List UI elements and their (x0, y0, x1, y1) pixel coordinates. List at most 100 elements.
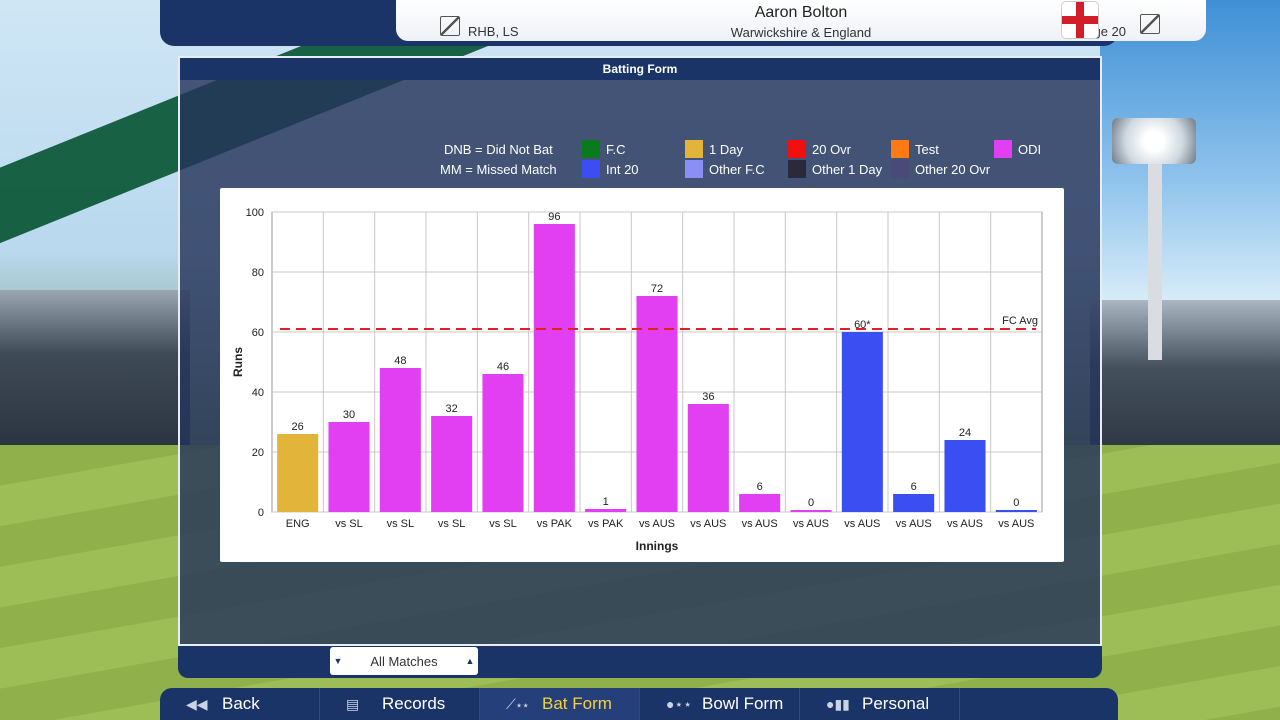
legend-label: Int 20 (606, 161, 639, 177)
background-stand-left (0, 290, 190, 450)
chart-bar (790, 510, 832, 512)
legend-item-int20: Int 20 (582, 160, 639, 178)
chart-legend: DNB = Did Not Bat MM = Missed Match F.C … (180, 138, 1104, 188)
chevron-up-icon[interactable]: ▲ (465, 656, 475, 666)
legend-label: ODI (1018, 141, 1042, 157)
legend-item-20ovr: 20 Ovr (788, 140, 851, 158)
bar-value-label: 72 (651, 283, 663, 295)
bar-value-label: 26 (292, 421, 304, 433)
legend-note-mm: MM = Missed Match (440, 162, 557, 177)
bar-value-label: 1 (603, 496, 609, 508)
legend-item-other-fc: Other F.C (685, 160, 765, 178)
legend-swatch (788, 140, 806, 158)
y-tick-label: 80 (252, 267, 264, 279)
x-tick-label: vs SL (438, 518, 466, 530)
bar-value-label: 96 (548, 211, 560, 223)
bar-value-label: 0 (808, 497, 814, 509)
header-bar: RHB, LS Aaron Bolton Warwickshire & Engl… (160, 0, 1206, 46)
legend-label: 20 Ovr (812, 141, 852, 157)
bottom-nav: ◀◀ Back ▤ Records ⟋⋆⋆ Bat Form ●⋆⋆ Bowl … (160, 688, 1118, 720)
nav-label: Bat Form (542, 694, 612, 713)
background-stand-right (1090, 300, 1280, 450)
bar-value-label: 24 (959, 427, 971, 439)
legend-label: 1 Day (709, 141, 743, 157)
y-tick-label: 20 (252, 447, 264, 459)
nav-label: Personal (862, 694, 930, 713)
x-tick-label: vs PAK (537, 518, 573, 530)
nav-back-button[interactable]: ◀◀ Back (160, 688, 320, 720)
bar-value-label: 36 (702, 391, 714, 403)
batting-form-chart: 0 20 40 60 80 100 26 ENG 30 vs SL 48 vs SL 32 vs SL 46… (220, 188, 1064, 562)
match-filter-select[interactable]: ▼ All Matches ▲ (330, 647, 478, 675)
bar-value-label: 46 (497, 361, 509, 373)
legend-swatch (994, 140, 1012, 158)
legend-item-other-20ovr: Other 20 Ovr (891, 160, 990, 178)
legend-label: Other 1 Day (812, 161, 883, 177)
floodlight (1112, 118, 1196, 164)
england-flag-icon (1062, 2, 1098, 38)
bar-value-label: 30 (343, 409, 355, 421)
x-axis-title: Innings (636, 539, 679, 553)
chart-bar (379, 368, 421, 512)
legend-label: Other F.C (709, 161, 765, 177)
chart-bar (277, 434, 319, 512)
edit-icon[interactable] (440, 16, 460, 36)
bar-value-label: 48 (394, 355, 406, 367)
chart-bar (328, 422, 370, 512)
legend-label: Other 20 Ovr (915, 161, 991, 177)
filter-bar: ▼ All Matches ▲ (178, 646, 1102, 678)
nav-records-button[interactable]: ▤ Records (320, 688, 480, 720)
legend-item-test: Test (891, 140, 939, 158)
match-filter-value: All Matches (370, 653, 438, 669)
x-tick-label: vs AUS (690, 518, 726, 530)
chart-bar (944, 440, 986, 512)
panel-title: Batting Form (180, 58, 1100, 80)
y-axis-title: Runs (231, 347, 245, 377)
chart-bar (533, 224, 575, 512)
chart-bar (995, 510, 1037, 512)
y-tick-label: 0 (258, 507, 264, 519)
nav-bowl-form-button[interactable]: ●⋆⋆ Bowl Form (640, 688, 800, 720)
edit-icon[interactable] (1140, 14, 1160, 34)
legend-item-other-1day: Other 1 Day (788, 160, 882, 178)
back-icon: ◀◀ (186, 696, 208, 712)
legend-item-1day: 1 Day (685, 140, 743, 158)
bat-form-icon: ⟋⋆⋆ (506, 696, 529, 712)
nav-personal-button[interactable]: ●▮▮ Personal (800, 688, 960, 720)
bar-value-label: 0 (1013, 497, 1019, 509)
legend-swatch (685, 140, 703, 158)
x-tick-label: vs AUS (793, 518, 829, 530)
player-team: Warwickshire & England (730, 25, 872, 40)
x-tick-label: vs AUS (844, 518, 880, 530)
batting-form-panel: Batting Form DNB = Did Not Bat MM = Miss… (178, 56, 1102, 646)
x-tick-label: vs AUS (896, 518, 932, 530)
chart-bar (893, 494, 935, 512)
x-tick-label: vs SL (335, 518, 363, 530)
records-icon: ▤ (346, 696, 360, 712)
x-tick-label: vs SL (387, 518, 415, 530)
legend-swatch (788, 160, 806, 178)
personal-icon: ●▮▮ (826, 696, 850, 712)
legend-swatch (891, 140, 909, 158)
legend-swatch (685, 160, 703, 178)
batting-style: RHB, LS (468, 24, 519, 39)
nav-label: Records (382, 694, 446, 713)
chart-bar (687, 404, 729, 512)
chart-bar (841, 332, 883, 512)
x-tick-label: vs PAK (588, 518, 624, 530)
chart-bar (739, 494, 781, 512)
player-name: Aaron Bolton (754, 4, 848, 21)
bar-value-label: 6 (911, 481, 917, 493)
bar-value-label: 32 (446, 403, 458, 415)
nav-bat-form-button[interactable]: ⟋⋆⋆ Bat Form (480, 688, 640, 720)
chevron-down-icon[interactable]: ▼ (333, 656, 343, 666)
legend-item-odi: ODI (994, 140, 1041, 158)
chart-bar (585, 509, 627, 512)
x-tick-label: ENG (286, 518, 310, 530)
floodlight-pole (1148, 160, 1162, 360)
legend-label: Test (915, 141, 939, 157)
legend-item-fc: F.C (582, 140, 626, 158)
x-tick-label: vs AUS (998, 518, 1034, 530)
x-tick-label: vs AUS (947, 518, 983, 530)
bar-value-label: 6 (757, 481, 763, 493)
